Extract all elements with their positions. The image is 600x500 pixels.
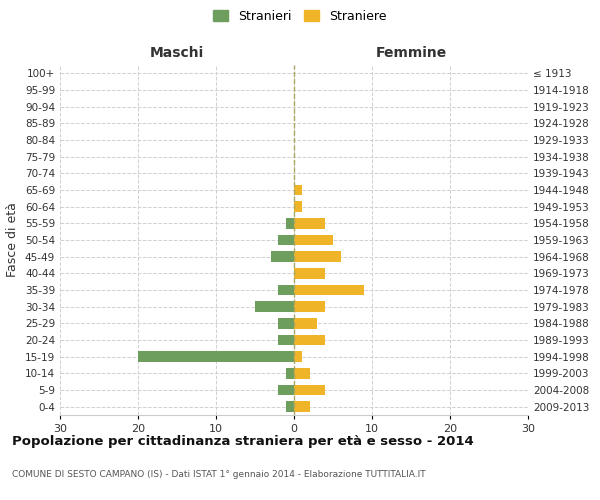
Bar [294, 368, 310, 379]
Bar [294, 251, 341, 262]
Bar [294, 351, 302, 362]
Bar [294, 384, 325, 396]
Bar [294, 184, 302, 196]
Text: Maschi: Maschi [150, 46, 204, 60]
Y-axis label: Fasce di età: Fasce di età [7, 202, 19, 278]
Bar [286, 401, 294, 412]
Bar [294, 201, 302, 212]
Bar [138, 351, 294, 362]
Bar [286, 368, 294, 379]
Bar [278, 318, 294, 329]
Bar [294, 301, 325, 312]
Bar [286, 218, 294, 228]
Legend: Stranieri, Straniere: Stranieri, Straniere [209, 6, 391, 26]
Bar [278, 234, 294, 246]
Bar [255, 301, 294, 312]
Bar [278, 384, 294, 396]
Bar [294, 334, 325, 345]
Bar [294, 318, 317, 329]
Y-axis label: Anni di nascita: Anni di nascita [596, 194, 600, 286]
Bar [294, 268, 325, 279]
Bar [294, 401, 310, 412]
Text: COMUNE DI SESTO CAMPANO (IS) - Dati ISTAT 1° gennaio 2014 - Elaborazione TUTTITA: COMUNE DI SESTO CAMPANO (IS) - Dati ISTA… [12, 470, 425, 479]
Bar [294, 218, 325, 228]
Text: Popolazione per cittadinanza straniera per età e sesso - 2014: Popolazione per cittadinanza straniera p… [12, 435, 474, 448]
Text: Femmine: Femmine [376, 46, 446, 60]
Bar [278, 284, 294, 296]
Bar [294, 284, 364, 296]
Bar [278, 334, 294, 345]
Bar [271, 251, 294, 262]
Bar [294, 234, 333, 246]
